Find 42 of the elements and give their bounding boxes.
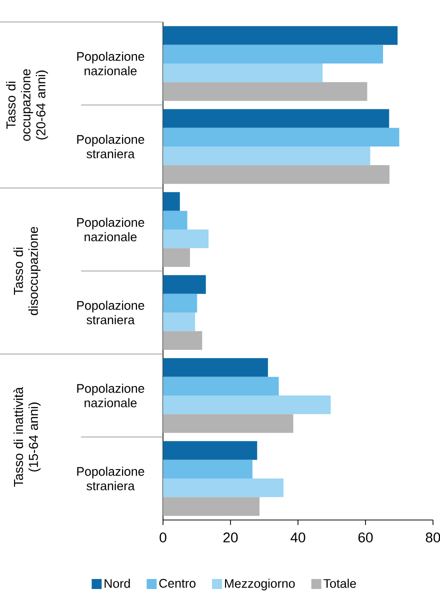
y-tick-label: Popolazione nazionale bbox=[77, 218, 144, 242]
text: Tasso di inattività (15-64 anni) bbox=[13, 387, 41, 487]
text: Tasso di occupazione (20-64 anni) bbox=[6, 69, 48, 141]
bar bbox=[163, 376, 279, 396]
bar bbox=[163, 460, 252, 479]
x-tick-label: 60 bbox=[358, 532, 373, 542]
bar bbox=[163, 294, 198, 313]
bar bbox=[163, 248, 190, 267]
y-tick-label: Popolazione straniera bbox=[77, 300, 144, 324]
bar bbox=[163, 64, 323, 82]
bar bbox=[163, 441, 258, 460]
bar bbox=[163, 210, 188, 230]
bar bbox=[163, 192, 180, 211]
bar bbox=[163, 275, 206, 294]
y-tick-label: Popolazione nazionale bbox=[77, 52, 144, 76]
y-tick-label: Popolazione nazionale bbox=[77, 384, 144, 408]
bar bbox=[163, 165, 390, 184]
bar bbox=[163, 44, 384, 64]
bar bbox=[163, 396, 331, 414]
bar bbox=[163, 230, 209, 248]
x-tick-label: 80 bbox=[426, 532, 440, 542]
bar bbox=[163, 478, 284, 498]
x-tick-label: 20 bbox=[223, 532, 238, 542]
bar bbox=[163, 312, 196, 332]
bar bbox=[163, 414, 294, 433]
legend-label: Mezzogiorno bbox=[225, 578, 295, 590]
bar bbox=[163, 128, 400, 147]
bar bbox=[163, 358, 268, 377]
bar bbox=[163, 146, 370, 166]
text: Tasso di disoccupazione bbox=[13, 226, 41, 316]
y-tick-label: Popolazione straniera bbox=[77, 134, 144, 158]
legend-label: Totale bbox=[324, 578, 356, 588]
bar bbox=[163, 109, 390, 128]
bar bbox=[163, 497, 260, 516]
legend-label: Nord bbox=[104, 578, 130, 588]
bar bbox=[163, 82, 368, 101]
x-tick-label: 40 bbox=[290, 532, 306, 542]
x-tick-label: 0 bbox=[160, 532, 166, 542]
bar bbox=[163, 331, 202, 350]
y-tick-label: Popolazione straniera bbox=[77, 466, 144, 490]
legend-label: Centro bbox=[159, 578, 196, 588]
bar bbox=[163, 26, 398, 45]
